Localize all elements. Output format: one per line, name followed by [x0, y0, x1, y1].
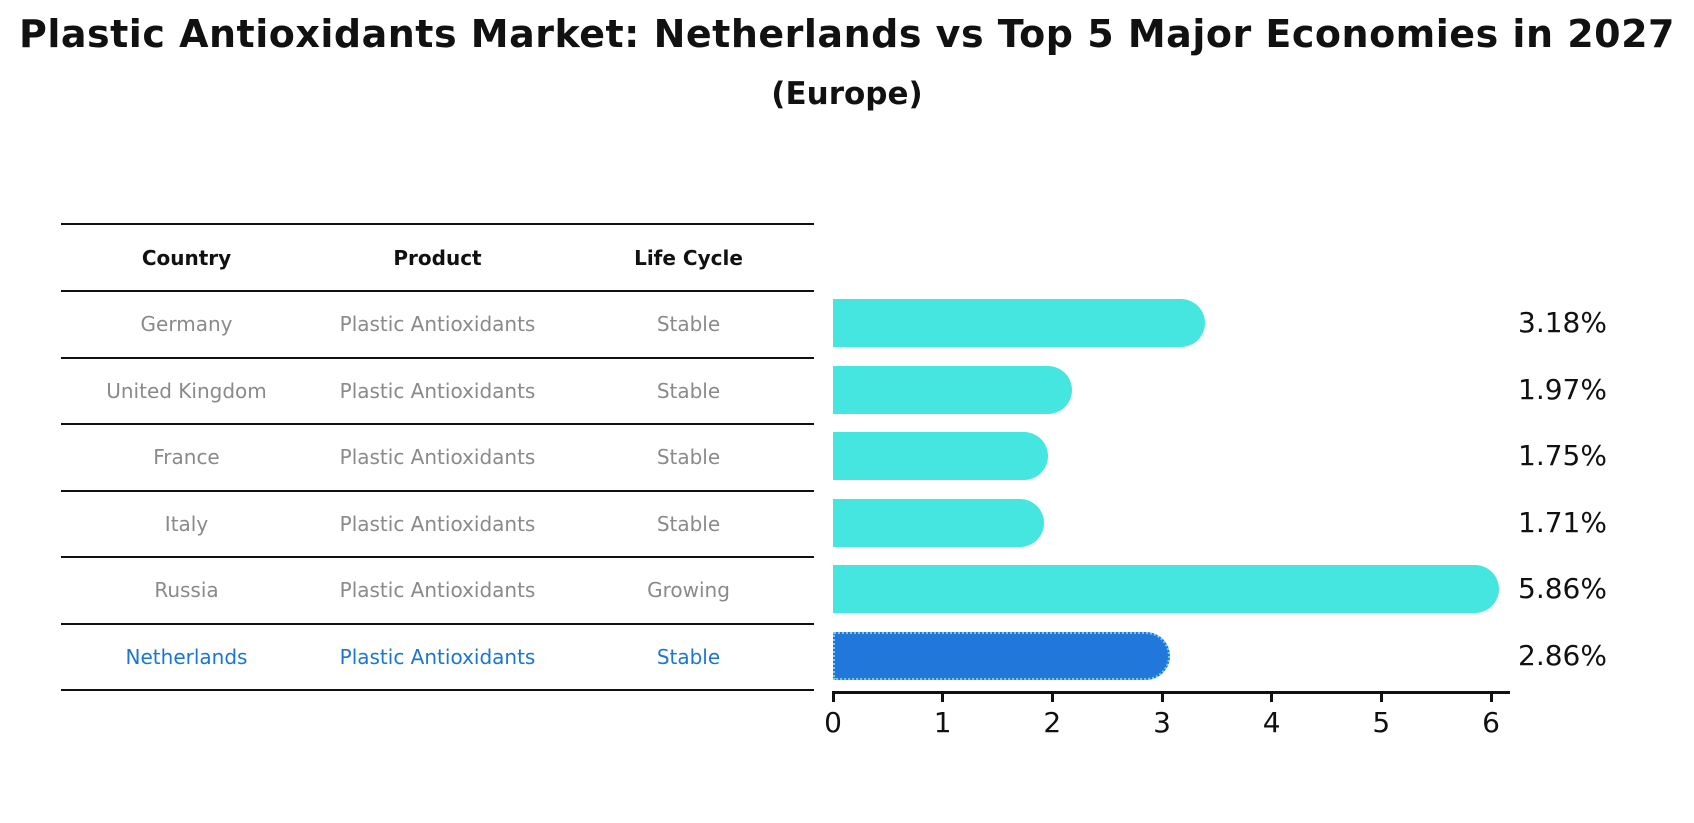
chart-title: Plastic Antioxidants Market: Netherlands…: [19, 12, 1675, 56]
x-axis-tick: [1270, 694, 1274, 702]
table-cell: Plastic Antioxidants: [339, 511, 536, 536]
bar-italy: [833, 498, 1044, 547]
table-row: Germany Plastic Antioxidants Stable: [61, 292, 814, 359]
table-cell: Plastic Antioxidants: [339, 578, 536, 603]
table-cell: France: [153, 445, 220, 470]
x-axis-tick-label: 5: [1372, 706, 1391, 739]
x-axis-tick-label: 2: [1043, 706, 1062, 739]
table-cell: Stable: [656, 644, 721, 669]
table-cell: Plastic Antioxidants: [339, 312, 536, 337]
table-body: Germany Plastic Antioxidants Stable United …: [61, 292, 814, 691]
chart-subtitle: (Europe): [771, 76, 923, 112]
country-table: Country Product Life Cycle Germany Plastic …: [61, 223, 814, 691]
table-header-cell: Country: [141, 245, 232, 270]
x-axis-tick-label: 1: [933, 706, 952, 739]
x-axis-tick: [1379, 694, 1383, 702]
bar-netherlands: [833, 631, 1170, 680]
x-axis-tick: [1160, 694, 1164, 702]
x-axis-tick-label: 6: [1482, 706, 1500, 739]
bar-germany: [833, 299, 1205, 348]
table-row: United Kingdom Plastic Antioxidants Stable: [61, 359, 814, 425]
table-row: Netherlands Plastic Antioxidants Stable: [61, 625, 814, 691]
x-axis-tick: [941, 694, 945, 702]
x-axis-tick: [1050, 694, 1054, 702]
table-cell: Stable: [656, 378, 721, 403]
table-row: Italy Plastic Antioxidants Stable: [61, 492, 814, 558]
table-cell: United Kingdom: [106, 378, 267, 403]
bar-russia: [833, 565, 1499, 614]
x-axis-tick: [831, 694, 835, 702]
value-label: 3.18%: [1518, 306, 1607, 340]
x-axis-line: [832, 691, 1510, 694]
table-cell: Plastic Antioxidants: [339, 644, 536, 669]
table-cell: Germany: [140, 312, 233, 337]
table-cell: Stable: [656, 511, 721, 536]
table-row: France Plastic Antioxidants Stable: [61, 425, 814, 492]
value-label: 2.86%: [1518, 638, 1607, 672]
table-cell: Growing: [647, 578, 730, 603]
value-label: 1.71%: [1518, 505, 1607, 539]
table-cell: Plastic Antioxidants: [339, 378, 536, 403]
table-cell: Russia: [154, 578, 219, 603]
table-cell: Stable: [656, 445, 721, 470]
value-label: 1.75%: [1518, 439, 1607, 473]
bar-france: [833, 432, 1048, 481]
x-axis-tick-label: 3: [1153, 706, 1171, 739]
value-label: 1.97%: [1518, 372, 1607, 406]
x-axis-tick: [1489, 694, 1493, 702]
table-cell: Italy: [164, 511, 209, 536]
table-cell: Plastic Antioxidants: [339, 445, 536, 470]
x-axis-tick-label: 0: [824, 706, 842, 739]
x-axis-tick-label: 4: [1262, 706, 1281, 739]
table-cell: Netherlands: [125, 644, 248, 669]
table-header-cell: Product: [393, 245, 482, 270]
value-label: 5.86%: [1518, 572, 1607, 606]
table-cell: Stable: [656, 312, 721, 337]
bar-united-kingdom: [833, 365, 1073, 414]
table-header-row: Country Product Life Cycle: [61, 225, 814, 292]
table-header-cell: Life Cycle: [634, 245, 743, 270]
table-row: Russia Plastic Antioxidants Growing: [61, 558, 814, 625]
